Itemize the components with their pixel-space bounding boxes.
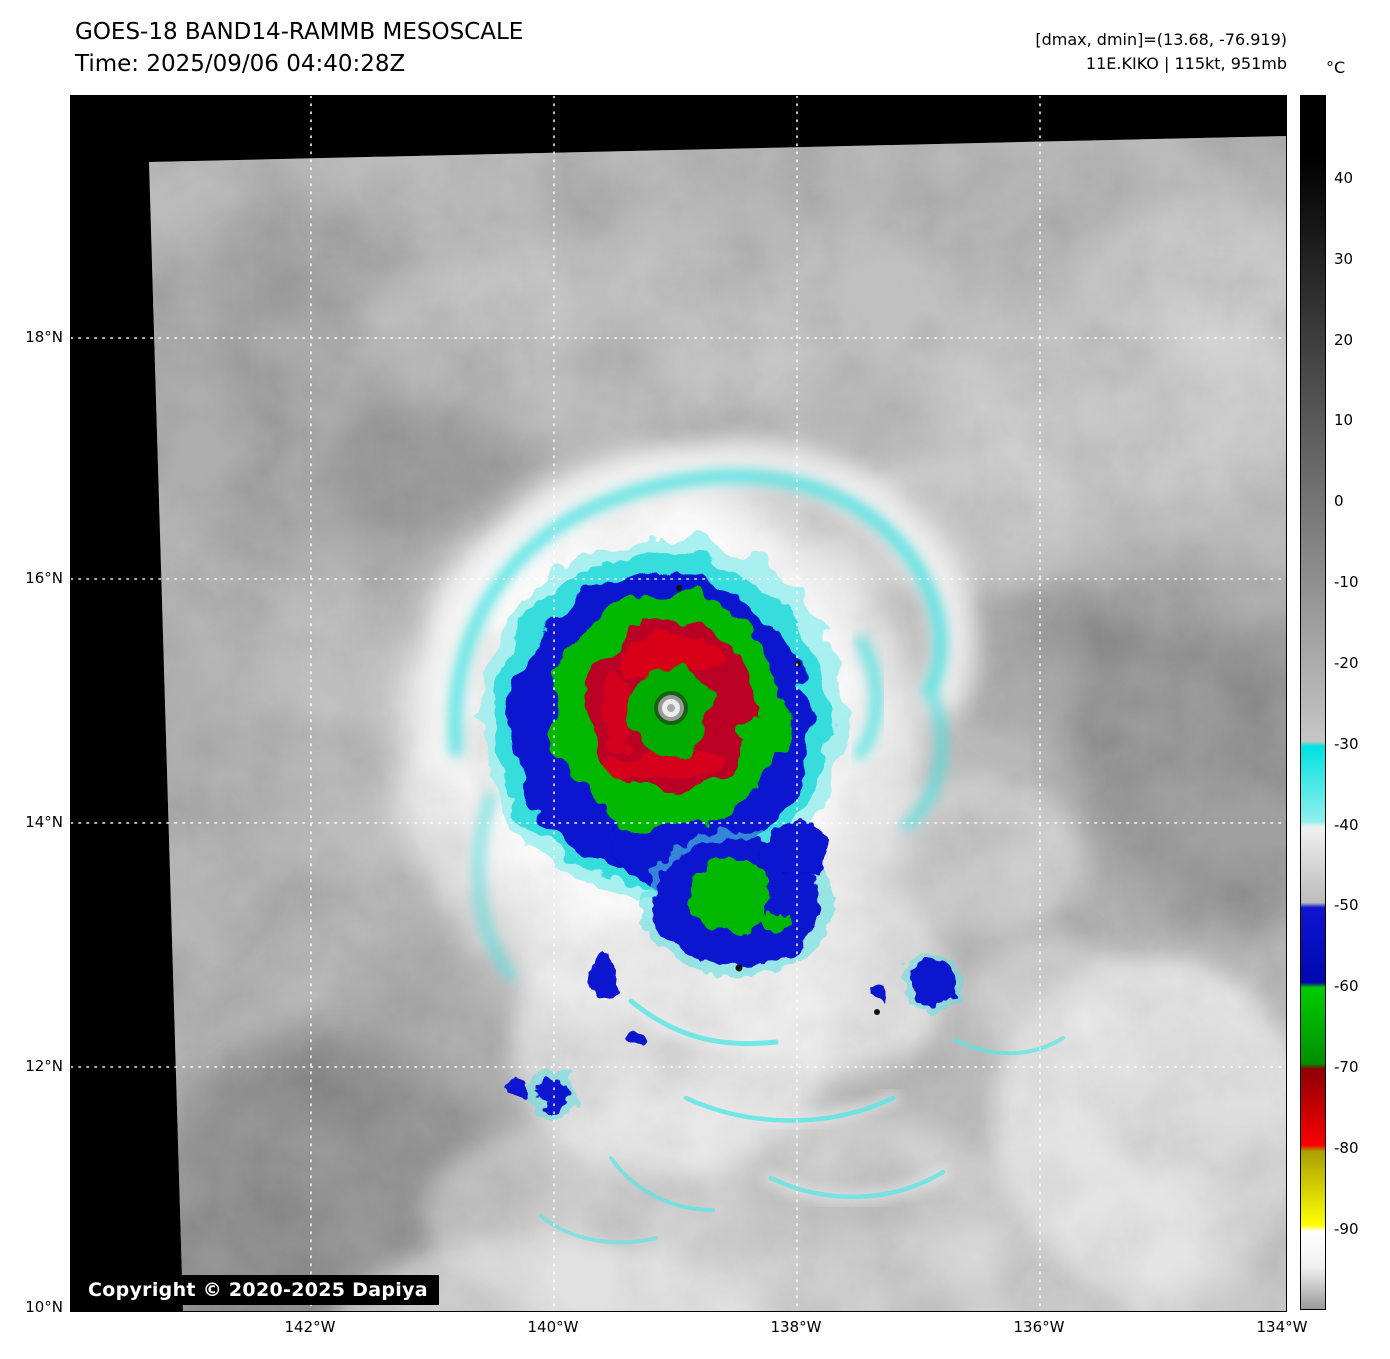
lon-axis-label: 138°W — [770, 1318, 822, 1336]
lat-axis-label: 18°N — [25, 328, 63, 346]
product-title: GOES-18 BAND14-RAMMB MESOSCALE — [75, 19, 524, 45]
satellite-map: Copyright © 2020-2025 Dapiya — [70, 95, 1287, 1312]
hurricane-eye — [654, 691, 688, 725]
colorbar-tick-label: -80 — [1334, 1139, 1359, 1157]
copyright-badge: Copyright © 2020-2025 Dapiya — [77, 1275, 439, 1305]
header-info-block: [dmax, dmin]=(13.68, -76.919) 11E.KIKO |… — [1035, 28, 1287, 76]
colorbar-tick-label: -30 — [1334, 735, 1359, 753]
latitude-axis: 18°N 16°N 14°N 12°N 10°N — [0, 0, 66, 1359]
colorbar-tick-label: -60 — [1334, 977, 1359, 995]
header-title-block: GOES-18 BAND14-RAMMB MESOSCALE Time: 202… — [75, 16, 523, 80]
lon-axis-label: 134°W — [1256, 1318, 1308, 1336]
dmax-dmin-readout: [dmax, dmin]=(13.68, -76.919) — [1035, 30, 1287, 49]
scattered-cold-cells — [510, 951, 963, 1120]
hurricane-kiko — [418, 440, 976, 981]
lon-axis-label: 140°W — [527, 1318, 579, 1336]
lon-axis-label: 136°W — [1013, 1318, 1065, 1336]
colorbar-tick-label: -40 — [1334, 816, 1359, 834]
colorbar-tick-label: -10 — [1334, 573, 1359, 591]
lat-axis-label: 12°N — [25, 1057, 63, 1075]
storm-info: 11E.KIKO | 115kt, 951mb — [1085, 54, 1287, 73]
lat-axis-label: 16°N — [25, 569, 63, 587]
lat-axis-label: 10°N — [25, 1298, 63, 1316]
colorbar-tick-label: 0 — [1334, 492, 1344, 510]
southern-cloud-wisps — [539, 993, 1065, 1245]
lon-axis-label: 142°W — [284, 1318, 336, 1336]
lat-axis-label: 14°N — [25, 813, 63, 831]
colorbar-tick-label: -20 — [1334, 654, 1359, 672]
colorbar-tick-label: -50 — [1334, 896, 1359, 914]
colorbar-tick-label: 40 — [1334, 169, 1354, 187]
colorbar — [1300, 95, 1326, 1310]
colorbar-tick-label: 20 — [1334, 331, 1354, 349]
colorbar-tick-label: -90 — [1334, 1220, 1359, 1238]
colorbar-unit: °C — [1326, 58, 1346, 77]
southern-convection — [642, 822, 834, 978]
spiral-arms — [418, 440, 976, 981]
satellite-imagery — [71, 96, 1286, 1311]
colorbar-tick-label: 30 — [1334, 250, 1354, 268]
colorbar-tick-label: 10 — [1334, 411, 1354, 429]
product-time: Time: 2025/09/06 04:40:28Z — [75, 51, 406, 77]
cold-dark-specks — [676, 585, 880, 1015]
grid-lines — [71, 96, 1286, 1311]
colorbar-tick-label: -70 — [1334, 1058, 1359, 1076]
